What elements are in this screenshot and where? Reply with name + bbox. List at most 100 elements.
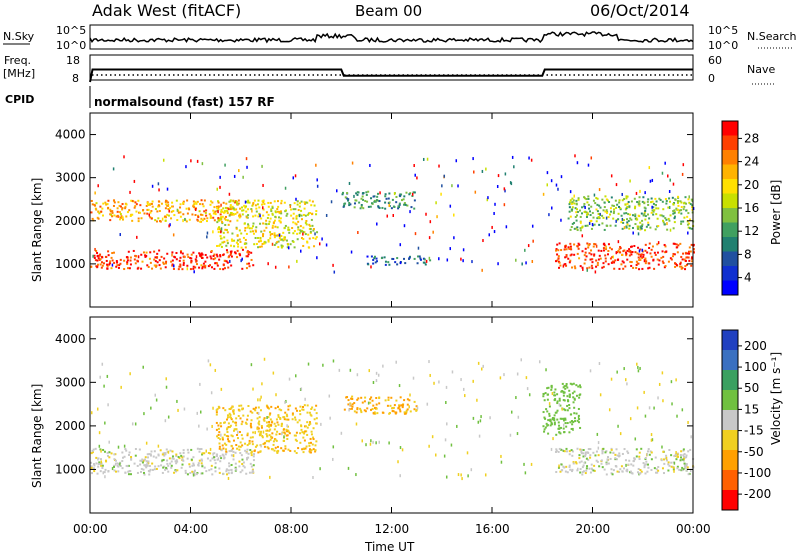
velocity-point — [280, 425, 283, 428]
power-point — [232, 200, 235, 203]
velocity-point — [445, 385, 448, 389]
power-point — [366, 255, 369, 258]
power-point — [301, 229, 304, 232]
power-point — [388, 263, 391, 266]
velocity-point — [569, 382, 572, 385]
velocity-point — [545, 408, 548, 411]
power-point — [278, 212, 281, 215]
power-point — [149, 216, 152, 219]
power-point — [131, 213, 134, 216]
velocity-point — [103, 450, 106, 453]
power-point — [254, 230, 257, 233]
velocity-point — [549, 418, 552, 421]
power-point — [280, 212, 283, 215]
power-point — [192, 267, 195, 270]
power-point — [151, 200, 154, 203]
power-point — [218, 244, 221, 247]
velocity-point — [97, 457, 99, 461]
velocity-point — [298, 409, 301, 412]
power-point — [665, 199, 668, 202]
power-point — [315, 236, 318, 239]
velocity-point — [647, 450, 650, 453]
power-point — [93, 254, 96, 257]
power-point — [623, 212, 626, 215]
velocity-point — [663, 462, 666, 465]
power-point — [688, 252, 691, 255]
power-point — [689, 218, 692, 221]
power-point — [569, 259, 572, 262]
velocity-colorbar-cell — [722, 470, 738, 491]
power-point — [330, 200, 333, 204]
power-point — [645, 260, 648, 263]
power-point — [630, 253, 633, 256]
velocity-point — [284, 447, 287, 450]
power-point — [212, 230, 214, 234]
velocity-point — [553, 417, 556, 420]
power-point — [619, 207, 622, 210]
velocity-point — [110, 452, 113, 455]
velocity-point — [310, 433, 313, 436]
power-point — [126, 211, 129, 214]
velocity-point — [585, 457, 588, 460]
power-point — [168, 209, 170, 213]
power-point — [342, 191, 345, 194]
power-point — [261, 242, 264, 245]
velocity-point — [262, 418, 265, 421]
velocity-point — [625, 378, 627, 382]
velocity-point — [116, 464, 119, 467]
power-point — [244, 227, 247, 230]
power-point — [557, 255, 560, 258]
power-point — [133, 258, 136, 261]
velocity-point — [444, 438, 447, 442]
power-point — [375, 199, 378, 202]
power-point — [154, 208, 157, 211]
velocity-point — [196, 411, 199, 415]
power-point — [203, 199, 206, 202]
power-point — [223, 236, 226, 239]
power-point — [692, 250, 695, 253]
power-point — [662, 221, 665, 224]
velocity-point — [648, 453, 651, 456]
velocity-point — [254, 445, 257, 448]
power-point — [609, 224, 612, 227]
power-point — [186, 212, 189, 215]
velocity-point — [686, 466, 689, 469]
power-point — [372, 262, 375, 265]
velocity-point — [388, 412, 391, 415]
velocity-point — [309, 448, 312, 451]
power-point — [621, 199, 624, 202]
x-tick-label: 04:00 — [174, 522, 209, 536]
velocity-point — [480, 415, 482, 419]
power-point — [423, 258, 426, 261]
velocity-point — [232, 458, 235, 461]
power-point — [370, 197, 373, 200]
velocity-point — [614, 465, 617, 468]
power-point — [690, 198, 693, 201]
velocity-point — [409, 410, 412, 413]
power-point — [265, 226, 268, 229]
power-point — [115, 260, 118, 263]
power-point — [672, 242, 675, 245]
velocity-point — [395, 360, 397, 364]
power-point — [628, 248, 631, 251]
velocity-point — [460, 473, 462, 477]
power-point — [677, 211, 680, 214]
power-point — [669, 228, 672, 232]
power-point — [376, 195, 379, 198]
velocity-point — [286, 437, 289, 440]
velocity-point — [670, 454, 673, 457]
power-point — [308, 223, 311, 226]
velocity-point — [229, 416, 232, 419]
power-point — [243, 222, 246, 225]
velocity-point — [265, 429, 268, 432]
power-point — [373, 257, 376, 260]
velocity-point — [558, 397, 561, 400]
freq-label: Freq. — [4, 54, 31, 67]
velocity-point — [369, 442, 372, 446]
velocity-point — [218, 431, 221, 434]
velocity-point — [228, 408, 231, 411]
velocity-point — [120, 385, 122, 389]
power-point — [355, 192, 358, 195]
power-point — [209, 264, 212, 267]
velocity-point — [282, 428, 285, 431]
